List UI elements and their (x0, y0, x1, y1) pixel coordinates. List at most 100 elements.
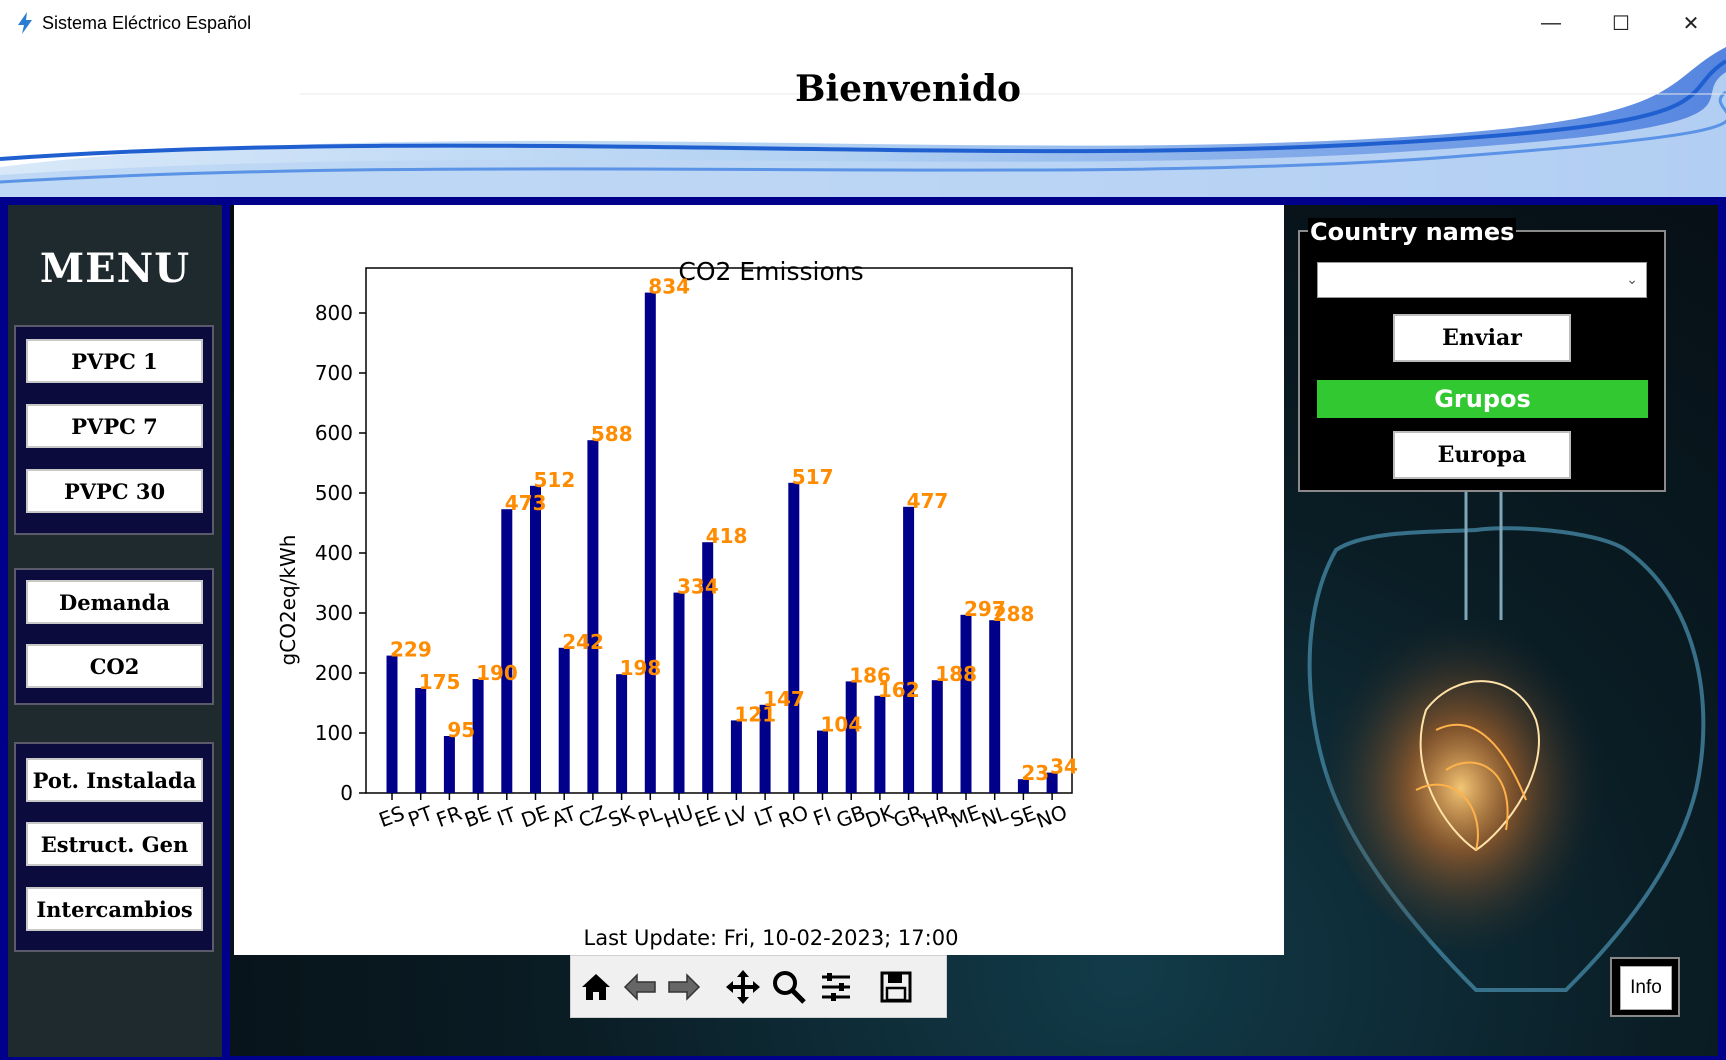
data-label: 477 (907, 489, 949, 513)
y-tick-label: 400 (315, 541, 353, 565)
y-tick-label: 700 (315, 361, 353, 385)
configure-subplots-icon[interactable] (816, 966, 856, 1008)
chart-title: CO2 Emissions (678, 257, 863, 286)
pot-instalada-button[interactable]: Pot. Instalada (26, 758, 203, 802)
bar-pl (645, 293, 656, 793)
bar-gr (903, 507, 914, 793)
data-label: 834 (648, 275, 690, 299)
co2-bar-chart: CO2 Emissions gCO2eq/kWh 0 100 200 300 400 50… (234, 205, 1284, 955)
data-label: 162 (878, 678, 920, 702)
bar-fi (817, 731, 828, 793)
menu-group-generation: Pot. Instalada Estruct. Gen Intercambios (14, 742, 214, 952)
data-label: 104 (821, 713, 863, 737)
menu-title: MENU (8, 245, 222, 292)
data-label: 188 (935, 662, 977, 686)
close-button[interactable]: ✕ (1656, 0, 1726, 47)
data-label: 588 (591, 422, 633, 446)
europa-button[interactable]: Europa (1393, 431, 1571, 479)
data-label: 334 (677, 575, 719, 599)
info-button[interactable]: Info (1620, 966, 1672, 1010)
y-tick-label: 800 (315, 301, 353, 325)
bar-at (559, 648, 570, 793)
country-panel-title: Country names (1308, 218, 1516, 246)
save-figure-icon[interactable] (876, 966, 916, 1008)
demanda-button[interactable]: Demanda (26, 580, 203, 624)
y-axis-label: gCO2eq/kWh (276, 535, 300, 666)
bar-it (501, 509, 512, 793)
pvpc-7-button[interactable]: PVPC 7 (26, 404, 203, 448)
forward-arrow-icon[interactable] (664, 966, 704, 1008)
data-label: 229 (390, 638, 432, 662)
y-tick-label: 0 (340, 781, 353, 805)
x-tick-label: NL (978, 800, 1012, 832)
home-icon[interactable] (576, 966, 616, 1008)
data-label: 95 (447, 718, 475, 742)
x-tick-label: BE (461, 801, 494, 833)
bar-de (530, 486, 541, 793)
data-label: 23 (1021, 761, 1049, 785)
x-tick-label: SE (1007, 801, 1039, 832)
title-bar: Sistema Eléctrico Español — ☐ ✕ (0, 0, 1726, 47)
grupos-button[interactable]: Grupos (1317, 380, 1648, 418)
minimize-button[interactable]: — (1516, 0, 1586, 47)
bar-ro (788, 483, 799, 793)
x-tick-label: RO (775, 800, 811, 833)
y-tick-label: 600 (315, 421, 353, 445)
x-tick-label: HU (661, 800, 697, 833)
bar-cz (587, 440, 598, 793)
lightning-icon (16, 12, 34, 34)
page-title: Bienvenido (0, 68, 1726, 110)
bar-dk (874, 696, 885, 793)
lightbulb-image (1276, 470, 1716, 1030)
back-arrow-icon[interactable] (620, 966, 660, 1008)
bar-me (961, 615, 972, 793)
info-button-frame: Info (1610, 957, 1680, 1017)
x-tick-label: FI (810, 802, 835, 831)
bar-lv (731, 720, 742, 793)
data-label: 198 (620, 656, 662, 680)
x-tick-label: PL (635, 801, 666, 832)
pvpc-30-button[interactable]: PVPC 30 (26, 469, 203, 513)
country-select[interactable]: ⌄ (1317, 262, 1647, 298)
bar-sk (616, 674, 627, 793)
pan-move-icon[interactable] (723, 966, 763, 1008)
sidebar: MENU PVPC 1 PVPC 7 PVPC 30 Demanda CO2 P… (8, 205, 222, 1057)
bar-fr (444, 736, 455, 793)
window-title: Sistema Eléctrico Español (42, 13, 251, 34)
maximize-button[interactable]: ☐ (1586, 0, 1656, 47)
bar-hu (674, 593, 685, 793)
y-tick-label: 200 (315, 661, 353, 685)
data-label: 147 (763, 687, 805, 711)
data-label: 34 (1050, 755, 1078, 779)
bar-hr (932, 680, 943, 793)
x-tick-label: CZ (575, 800, 609, 832)
menu-group-demand: Demanda CO2 (14, 568, 214, 705)
x-tick-label: EE (691, 801, 723, 832)
estruct-gen-button[interactable]: Estruct. Gen (26, 822, 203, 866)
x-tick-label: PT (405, 801, 437, 832)
data-label: 288 (993, 602, 1035, 626)
data-label: 473 (505, 491, 547, 515)
pvpc-1-button[interactable]: PVPC 1 (26, 339, 203, 383)
x-tick-label: AT (548, 801, 580, 832)
x-tick-label: SK (605, 800, 638, 832)
y-tick-label: 100 (315, 721, 353, 745)
data-label: 418 (706, 524, 748, 548)
menu-group-pvpc: PVPC 1 PVPC 7 PVPC 30 (14, 325, 214, 535)
y-tick-label: 300 (315, 601, 353, 625)
data-label: 517 (792, 465, 834, 489)
x-tick-label: LV (721, 801, 751, 831)
x-tick-label: LT (751, 801, 779, 831)
intercambios-button[interactable]: Intercambios (26, 887, 203, 931)
x-tick-label: ES (376, 801, 408, 832)
enviar-button[interactable]: Enviar (1393, 314, 1571, 362)
zoom-magnifier-icon[interactable] (769, 966, 809, 1008)
x-tick-label: IT (494, 802, 520, 831)
data-label: 512 (534, 468, 576, 492)
data-label: 175 (419, 670, 461, 694)
plot-panel: CO2 Emissions gCO2eq/kWh 0 100 200 300 400 50… (234, 205, 1284, 955)
co2-button[interactable]: CO2 (26, 644, 203, 688)
chevron-down-icon: ⌄ (1626, 271, 1638, 288)
x-tick-label: DE (518, 800, 553, 832)
bar-gb (846, 681, 857, 793)
